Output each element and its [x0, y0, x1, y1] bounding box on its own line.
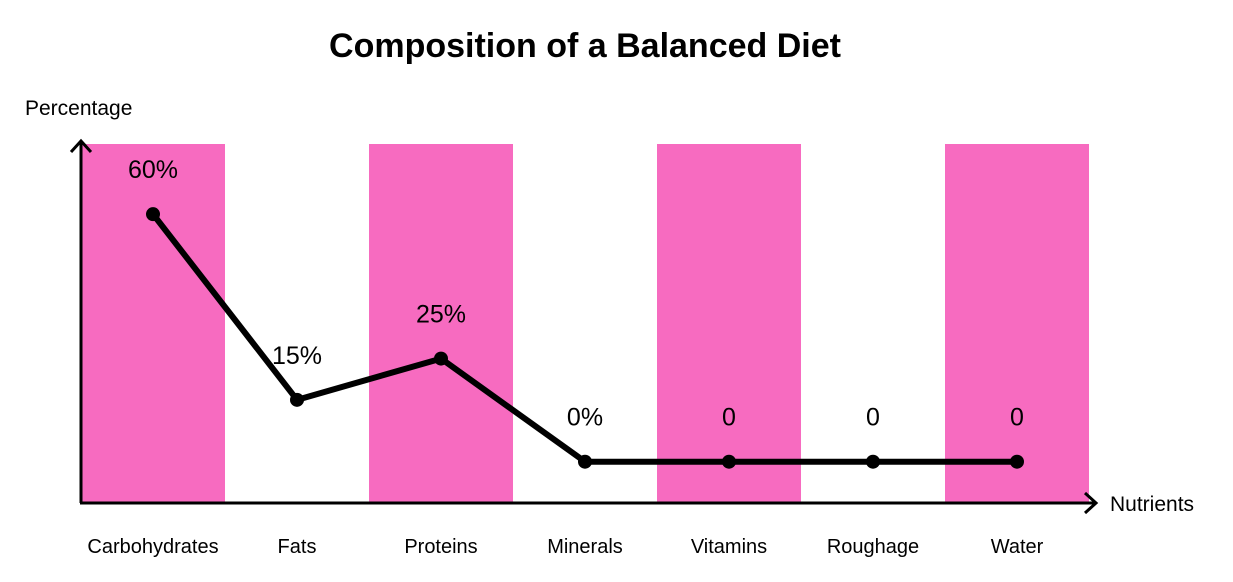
axes	[69, 138, 1099, 515]
x-tick-label-1: Fats	[278, 536, 317, 558]
x-tick-label-6: Water	[991, 536, 1044, 558]
data-points	[146, 207, 1024, 469]
data-point-6	[1010, 454, 1024, 469]
chart-title: Composition of a Balanced Diet	[329, 27, 841, 65]
data-point-5	[866, 454, 880, 469]
y-axis-arrow	[69, 138, 93, 154]
data-label-6: 0	[1010, 404, 1024, 432]
x-tick-label-2: Proteins	[404, 536, 477, 558]
band-6	[945, 144, 1089, 503]
y-axis-label: Percentage	[25, 97, 132, 120]
data-point-0	[146, 207, 160, 222]
x-tick-label-4: Vitamins	[691, 536, 767, 558]
x-tick-label-0: Carbohydrates	[87, 536, 218, 558]
data-label-5: 0	[866, 404, 880, 432]
band-2	[369, 144, 513, 503]
x-axis-arrow	[1083, 491, 1099, 515]
x-tick-labels: Carbohydrates Fats Proteins Minerals Vitamin…	[87, 536, 1043, 558]
data-labels: 60% 15% 25% 0% 0 0 0	[128, 156, 1024, 432]
data-label-0: 60%	[128, 156, 178, 184]
data-label-1: 15%	[272, 342, 322, 370]
data-label-3: 0%	[567, 404, 603, 432]
data-label-2: 25%	[416, 301, 466, 329]
x-tick-label-3: Minerals	[547, 536, 623, 558]
x-tick-label-5: Roughage	[827, 536, 919, 558]
band-4	[657, 144, 801, 503]
data-point-3	[578, 454, 592, 469]
x-axis-label: Nutrients	[1110, 493, 1194, 516]
category-bands	[81, 144, 1089, 503]
data-point-1	[290, 392, 304, 407]
data-point-2	[434, 351, 448, 366]
band-0	[81, 144, 225, 503]
data-label-4: 0	[722, 404, 736, 432]
data-point-4	[722, 454, 736, 469]
